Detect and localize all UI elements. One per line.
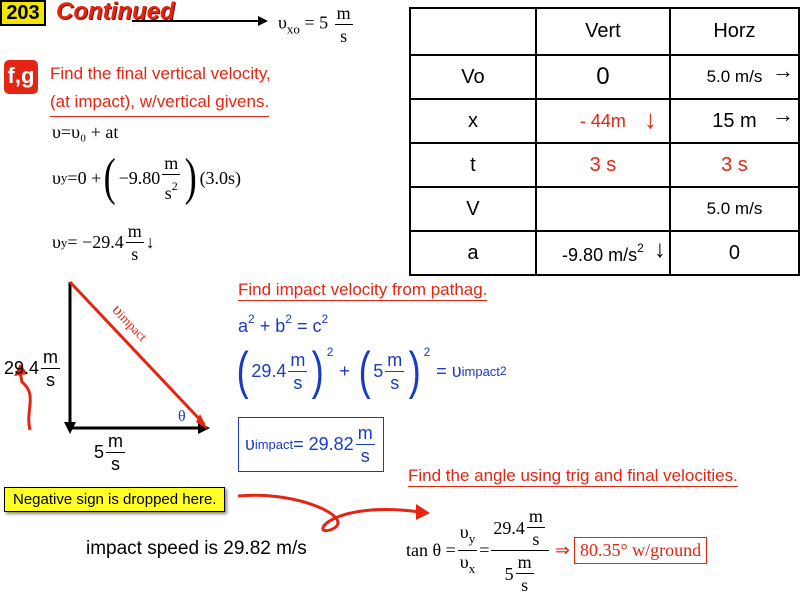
kinematics-table: Vert Horz Vo 0 5.0 m/s → x - 44m ↓ 15 m → t…	[409, 7, 800, 276]
row-label: x	[409, 98, 537, 144]
callout-arrow	[237, 493, 430, 533]
impact-speed-text: impact speed is 29.82 m/s	[86, 538, 307, 559]
right-arrow-icon: →	[772, 102, 794, 127]
velocity-equation: υ=υ₀ + at	[52, 122, 119, 142]
slide-number-badge: 203	[0, 0, 46, 26]
vertical-task-text: Find the final vertical velocity, (at im…	[50, 60, 271, 117]
vertical-task-line1: Find the final vertical velocity,	[50, 64, 271, 83]
horz-cell: 15 m →	[668, 98, 800, 144]
horz-cell: 3 s	[668, 142, 800, 188]
pythag-equation: a2 + b2 = c2	[238, 312, 329, 336]
vert-cell	[534, 186, 671, 232]
table-row: Vo 0 5.0 m/s →	[409, 54, 800, 100]
callout-note: Negative sign is dropped here.	[4, 487, 226, 512]
table-header-cell: Vert	[534, 7, 671, 56]
header-arrow-icon	[132, 16, 268, 26]
row-label: Vo	[409, 54, 537, 100]
angle-result: 80.35° w/ground	[573, 537, 708, 564]
horz-cell: 0	[668, 230, 800, 276]
row-label: V	[409, 186, 537, 232]
row-label: a	[409, 230, 537, 276]
horz-cell: 5.0 m/s →	[668, 54, 800, 100]
table-header-cell	[409, 7, 537, 56]
down-arrow-icon: ↓	[643, 104, 657, 134]
vert-cell: 3 s	[534, 142, 671, 188]
row-label: t	[409, 142, 537, 188]
vert-cell: 0	[534, 54, 671, 100]
pythag-heading: Find impact velocity from pathag.	[238, 280, 488, 301]
table-row: a -9.80 m/s2 ↓ 0	[409, 230, 800, 276]
table-row: x - 44m ↓ 15 m →	[409, 98, 800, 144]
section-badge: f,g	[4, 60, 38, 94]
vert-cell: - 44m ↓	[534, 98, 671, 144]
down-arrow-icon: ↓	[653, 236, 666, 263]
table-header-cell: Horz	[668, 7, 800, 56]
table-header-row: Vert Horz	[409, 7, 800, 56]
vert-cell: -9.80 m/s2 ↓	[534, 230, 671, 276]
table-row: V 5.0 m/s	[409, 186, 800, 232]
right-arrow-icon: →	[772, 58, 794, 83]
table-row: t 3 s 3 s	[409, 142, 800, 188]
vertical-task-line2: (at impact), w/vertical givens.	[50, 88, 270, 117]
velocity-triangle	[14, 280, 210, 434]
angle-label: θ	[178, 408, 186, 425]
angle-heading: Find the angle using trig and final velo…	[408, 466, 738, 487]
horz-cell: 5.0 m/s	[668, 186, 800, 232]
